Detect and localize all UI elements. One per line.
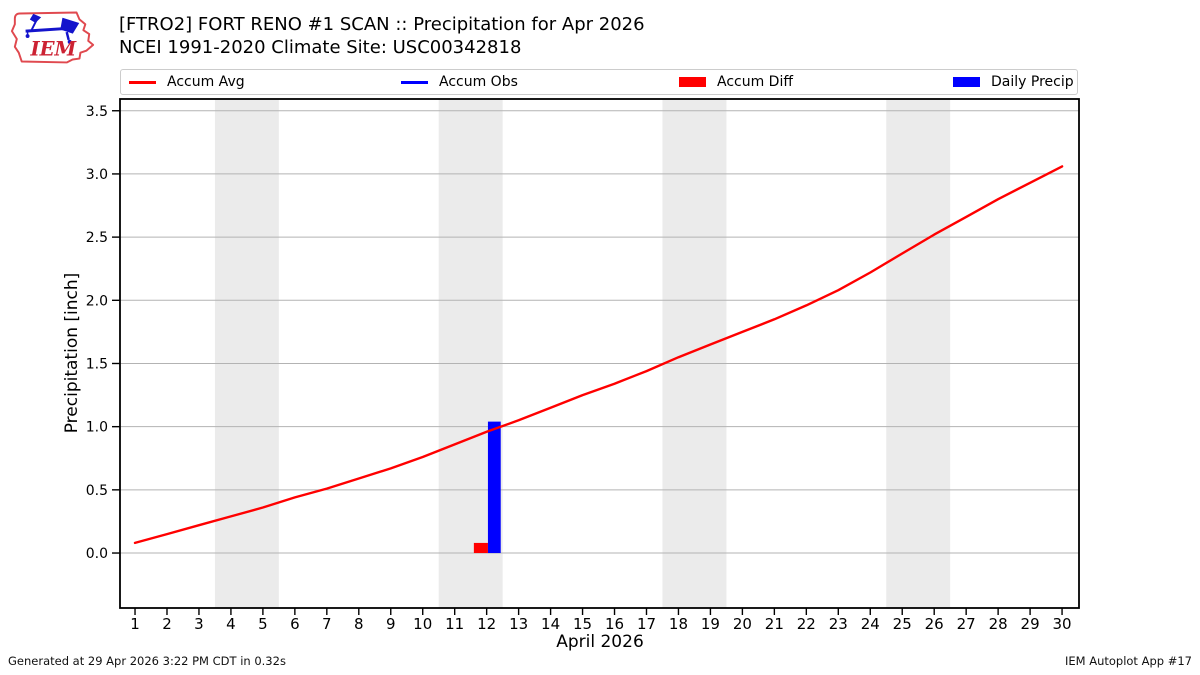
x-tick-label: 23 bbox=[829, 615, 848, 633]
x-tick-label: 29 bbox=[1021, 615, 1040, 633]
x-tick-label: 9 bbox=[386, 615, 396, 633]
weekend-band bbox=[886, 99, 951, 608]
weathervane-icon bbox=[25, 13, 80, 44]
legend-label: Accum Avg bbox=[167, 74, 245, 90]
x-tick-label: 20 bbox=[733, 615, 752, 633]
x-tick-label: 11 bbox=[445, 615, 464, 633]
x-tick-label: 13 bbox=[509, 615, 528, 633]
legend-swatch-icon bbox=[679, 77, 706, 87]
generated-timestamp: Generated at 29 Apr 2026 3:22 PM CDT in … bbox=[8, 654, 286, 668]
legend-item-daily-precip: Daily Precip bbox=[953, 70, 1074, 94]
accum-avg-line bbox=[133, 165, 1064, 545]
y-tick-label: 2.5 bbox=[86, 230, 108, 246]
x-tick-label: 1 bbox=[130, 615, 140, 633]
legend-label: Accum Diff bbox=[717, 74, 794, 90]
logo-text: IEM bbox=[30, 38, 78, 61]
x-tick-label: 30 bbox=[1053, 615, 1072, 633]
legend-label: Accum Obs bbox=[439, 74, 518, 90]
chart-title: [FTRO2] FORT RENO #1 SCAN :: Precipitati… bbox=[119, 13, 645, 59]
x-tick-label: 8 bbox=[354, 615, 364, 633]
x-tick-label: 3 bbox=[194, 615, 204, 633]
x-tick-label: 6 bbox=[290, 615, 300, 633]
y-tick-label: 1.0 bbox=[86, 420, 108, 436]
x-tick-label: 2 bbox=[162, 615, 172, 633]
x-axis-title: April 2026 bbox=[556, 632, 644, 652]
x-tick-label: 18 bbox=[669, 615, 688, 633]
legend: Accum Avg Accum Obs Accum Diff Daily Precip bbox=[120, 69, 1078, 95]
y-tick-label: 0.5 bbox=[86, 483, 108, 499]
legend-label: Daily Precip bbox=[991, 74, 1074, 90]
iem-logo: IEM bbox=[10, 11, 95, 64]
legend-line-icon bbox=[401, 80, 428, 84]
daily-precip-bar bbox=[487, 421, 501, 554]
x-tick-label: 19 bbox=[701, 615, 720, 633]
x-tick-label: 26 bbox=[925, 615, 944, 633]
plot-frame bbox=[119, 98, 1080, 609]
x-tick-label: 15 bbox=[573, 615, 592, 633]
x-tick-label: 10 bbox=[413, 615, 432, 633]
weekend-band bbox=[214, 99, 279, 608]
x-tick-label: 12 bbox=[477, 615, 496, 633]
x-tick-label: 4 bbox=[226, 615, 236, 633]
app-credit: IEM Autoplot App #17 bbox=[1064, 654, 1192, 668]
x-tick-label: 27 bbox=[957, 615, 976, 633]
x-tick-label: 24 bbox=[861, 615, 880, 633]
chart-title-line1: [FTRO2] FORT RENO #1 SCAN :: Precipitati… bbox=[119, 14, 645, 35]
x-tick-label: 22 bbox=[797, 615, 816, 633]
legend-item-accum-diff: Accum Diff bbox=[679, 70, 793, 94]
y-tick-label: 1.5 bbox=[86, 356, 108, 372]
x-tick-label: 7 bbox=[322, 615, 332, 633]
y-tick-label: 3.5 bbox=[86, 104, 108, 120]
legend-swatch-icon bbox=[953, 77, 980, 87]
accum-diff-bar bbox=[473, 542, 488, 554]
legend-item-accum-obs: Accum Obs bbox=[401, 70, 518, 94]
y-tick-label: 3.0 bbox=[86, 167, 108, 183]
x-tick-label: 21 bbox=[765, 615, 784, 633]
y-tick-label: 2.0 bbox=[86, 293, 108, 309]
x-tick-label: 14 bbox=[541, 615, 560, 633]
x-tick-label: 5 bbox=[258, 615, 268, 633]
legend-item-accum-avg: Accum Avg bbox=[129, 70, 245, 94]
x-tick-label: 28 bbox=[989, 615, 1008, 633]
x-tick-label: 25 bbox=[893, 615, 912, 633]
x-tick-label: 16 bbox=[605, 615, 624, 633]
legend-line-icon bbox=[129, 80, 156, 84]
chart-title-line2: NCEI 1991-2020 Climate Site: USC00342818 bbox=[119, 37, 522, 58]
x-tick-label: 17 bbox=[637, 615, 656, 633]
y-tick-label: 0.0 bbox=[86, 546, 108, 562]
y-axis-title: Precipitation [inch] bbox=[62, 273, 82, 434]
weekend-band bbox=[662, 99, 727, 608]
